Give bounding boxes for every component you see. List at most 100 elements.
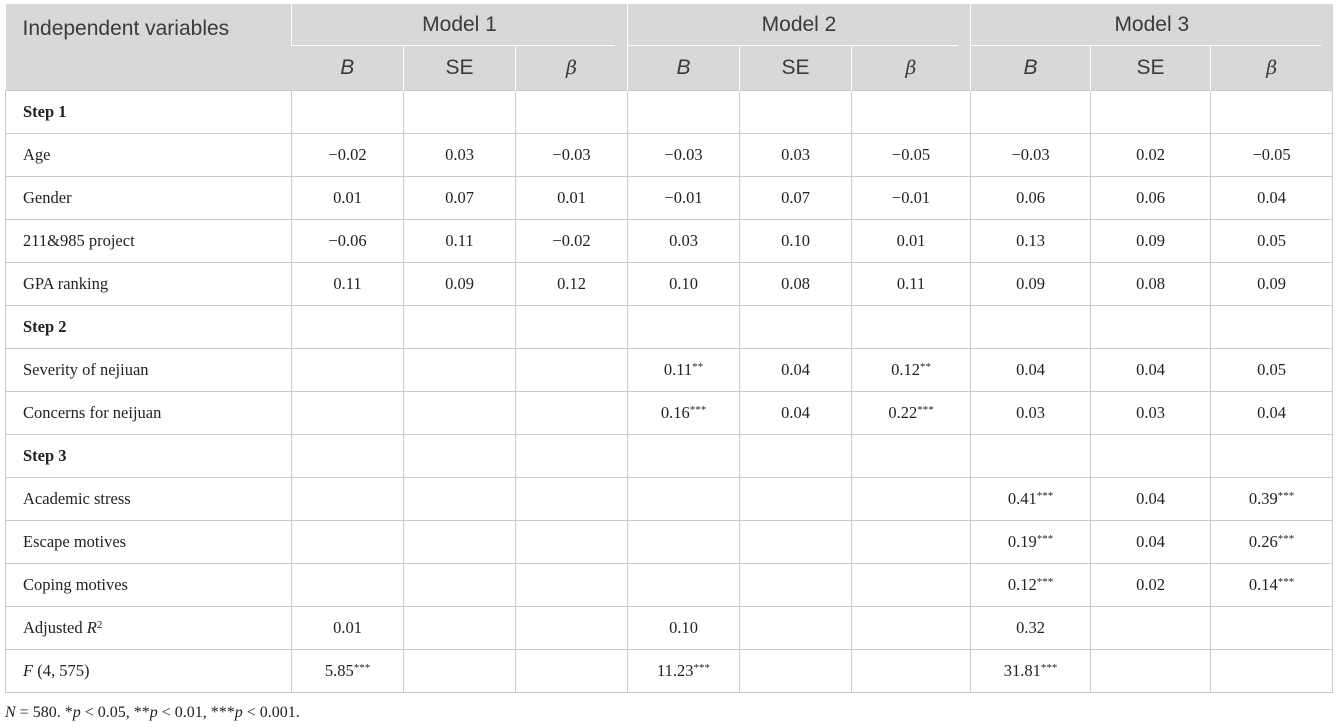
- table-cell: [851, 90, 972, 134]
- independent-variables-header: Independent variables: [5, 4, 292, 91]
- table-body: Step 1 Age −0.02 0.03 −0.03 −0.03 0.03 −0.05 −0.…: [5, 90, 1334, 693]
- table-cell: [514, 391, 629, 435]
- row-label: Step 3: [5, 434, 292, 478]
- row-label: Adjusted R2: [5, 606, 292, 650]
- table-cell: 0.01: [851, 219, 972, 263]
- table-cell: 0.11: [403, 219, 516, 263]
- table-cell: [291, 563, 404, 607]
- table-cell: [851, 520, 972, 564]
- row-label: GPA ranking: [5, 262, 292, 306]
- table-cell: 0.32: [970, 606, 1092, 650]
- table-cell: [514, 305, 629, 349]
- table-cell: [291, 305, 404, 349]
- table-cell: 0.04: [1210, 391, 1334, 435]
- table-cell: 0.11**: [627, 348, 741, 392]
- row-label: Step 2: [5, 305, 292, 349]
- model-3-header: Model 3: [970, 4, 1333, 46]
- stat-header-beta: β: [514, 46, 628, 91]
- table-cell: [291, 477, 404, 521]
- table-cell: [291, 348, 404, 392]
- row-label: F (4, 575): [5, 649, 292, 693]
- table-cell: 0.04: [1090, 477, 1212, 521]
- table-cell: [851, 649, 972, 693]
- table-cell: [739, 434, 853, 478]
- table-cell: [291, 520, 404, 564]
- table-cell: [627, 90, 741, 134]
- table-cell: 0.07: [403, 176, 516, 220]
- table-cell: [739, 520, 853, 564]
- table-row: Gender 0.01 0.07 0.01 −0.01 0.07 −0.01 0.06 0.06…: [5, 176, 1334, 220]
- table-cell: 0.12***: [970, 563, 1092, 607]
- row-label: Coping motives: [5, 563, 292, 607]
- table-row: Concerns for neijuan 0.16*** 0.04 0.22*** 0.…: [5, 391, 1334, 435]
- table-cell: −0.06: [291, 219, 404, 263]
- table-cell: [1210, 649, 1334, 693]
- row-label: Academic stress: [5, 477, 292, 521]
- table-cell: [403, 348, 516, 392]
- model-2-header: Model 2: [627, 4, 971, 46]
- table-cell: [1210, 434, 1334, 478]
- table-cell: [403, 520, 516, 564]
- table-row: Escape motives 0.19*** 0.04 0.26***: [5, 520, 1334, 564]
- table-cell: 0.05: [1210, 219, 1334, 263]
- table-cell: [851, 563, 972, 607]
- table-cell: [1090, 305, 1212, 349]
- table-cell: [403, 649, 516, 693]
- table-cell: [970, 434, 1092, 478]
- table-cell: [403, 606, 516, 650]
- step-row: Step 1: [5, 90, 1334, 134]
- table-cell: [1210, 606, 1334, 650]
- table-cell: 0.19***: [970, 520, 1092, 564]
- table-cell: [1090, 434, 1212, 478]
- table-cell: [403, 434, 516, 478]
- stat-header-b: B: [291, 46, 404, 91]
- table-cell: 0.04: [739, 348, 853, 392]
- step-row: Step 2: [5, 305, 1334, 349]
- table-row: Adjusted R2 0.01 0.10 0.32: [5, 606, 1334, 650]
- table-cell: 0.05: [1210, 348, 1334, 392]
- table-cell: 0.13: [970, 219, 1092, 263]
- table-cell: 0.04: [1090, 520, 1212, 564]
- table-cell: [1210, 305, 1334, 349]
- table-cell: 0.12**: [851, 348, 972, 392]
- table-cell: [1090, 90, 1212, 134]
- stat-header-b: B: [970, 46, 1091, 91]
- table-cell: 0.09: [970, 262, 1092, 306]
- table-cell: [514, 649, 629, 693]
- table-cell: [514, 563, 629, 607]
- table-cell: 0.14***: [1210, 563, 1334, 607]
- table-cell: [739, 606, 853, 650]
- table-cell: [970, 305, 1092, 349]
- table-cell: 11.23***: [627, 649, 741, 693]
- table-cell: [627, 563, 741, 607]
- table-cell: 0.41***: [970, 477, 1092, 521]
- table-cell: [851, 606, 972, 650]
- table-cell: 0.06: [1090, 176, 1212, 220]
- table-cell: [1090, 606, 1212, 650]
- table-cell: 0.03: [739, 133, 853, 177]
- table-cell: −0.01: [851, 176, 972, 220]
- table-cell: 0.03: [627, 219, 741, 263]
- table-cell: [970, 90, 1092, 134]
- table-cell: [291, 391, 404, 435]
- table-cell: 0.09: [1090, 219, 1212, 263]
- table-cell: [1210, 90, 1334, 134]
- table-cell: [739, 477, 853, 521]
- table-footnote: N = 580. *p < 0.05, **p < 0.01, ***p < 0…: [5, 704, 300, 721]
- row-label: Gender: [5, 176, 292, 220]
- table-cell: 0.22***: [851, 391, 972, 435]
- table-cell: [739, 90, 853, 134]
- table-cell: [291, 434, 404, 478]
- table-cell: 0.16***: [627, 391, 741, 435]
- table-cell: [403, 477, 516, 521]
- table-cell: 31.81***: [970, 649, 1092, 693]
- table-cell: [403, 90, 516, 134]
- table-cell: [1090, 649, 1212, 693]
- table-cell: −0.01: [627, 176, 741, 220]
- table-cell: [851, 477, 972, 521]
- table-cell: 0.08: [739, 262, 853, 306]
- table-cell: 0.01: [514, 176, 629, 220]
- table-cell: 0.11: [851, 262, 972, 306]
- table-cell: [291, 90, 404, 134]
- table-cell: 0.02: [1090, 563, 1212, 607]
